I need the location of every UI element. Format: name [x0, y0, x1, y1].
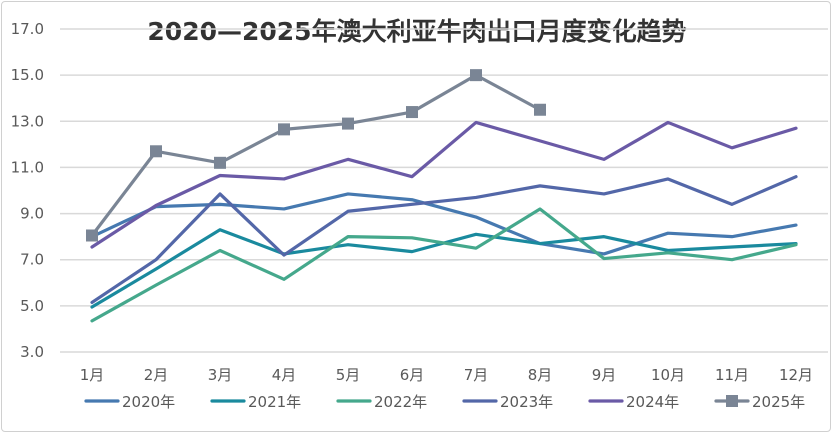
data-point [278, 123, 290, 136]
y-tick-label: 9.0 [20, 205, 44, 223]
series-line-2025年 [90, 73, 542, 238]
x-tick-label: 4月 [272, 366, 297, 384]
y-tick-label: 3.0 [20, 343, 44, 361]
data-point [470, 69, 482, 82]
legend-label: 2023年 [500, 393, 553, 411]
x-tick-label: 12月 [779, 366, 813, 384]
series-line-2021年 [90, 228, 798, 309]
series-line-2022年 [90, 207, 798, 323]
y-tick-label: 13.0 [11, 112, 44, 130]
x-tick-label: 9月 [592, 366, 617, 384]
y-tick-label: 17.0 [11, 20, 44, 38]
y-tick-label: 15.0 [11, 66, 44, 84]
legend-marker [726, 395, 738, 407]
x-tick-label: 11月 [715, 366, 749, 384]
x-tick-label: 1月 [80, 366, 105, 384]
x-tick-label: 10月 [651, 366, 685, 384]
chart-title: 2020—2025年澳大利亚牛肉出口月度变化趋势 [147, 17, 687, 46]
data-point [214, 156, 226, 169]
data-point [150, 145, 162, 158]
x-tick-label: 8月 [528, 366, 553, 384]
series-line-2024年 [90, 120, 798, 249]
x-tick-label: 6月 [400, 366, 425, 384]
y-tick-label: 5.0 [20, 297, 44, 315]
x-tick-label: 7月 [464, 366, 489, 384]
data-point [534, 103, 546, 116]
data-point [406, 106, 418, 119]
legend-label: 2024年 [626, 393, 679, 411]
legend-label: 2025年 [752, 393, 805, 411]
series-line-2023年 [90, 175, 798, 304]
data-point [86, 229, 98, 242]
x-tick-label: 3月 [208, 366, 233, 384]
x-tick-label: 5月 [336, 366, 361, 384]
y-tick-label: 11.0 [11, 158, 44, 176]
y-tick-label: 7.0 [20, 251, 44, 269]
legend-label: 2020年 [122, 393, 175, 411]
data-point [342, 117, 354, 130]
legend-label: 2021年 [248, 393, 301, 411]
legend-label: 2022年 [374, 393, 427, 411]
x-tick-label: 2月 [144, 366, 169, 384]
